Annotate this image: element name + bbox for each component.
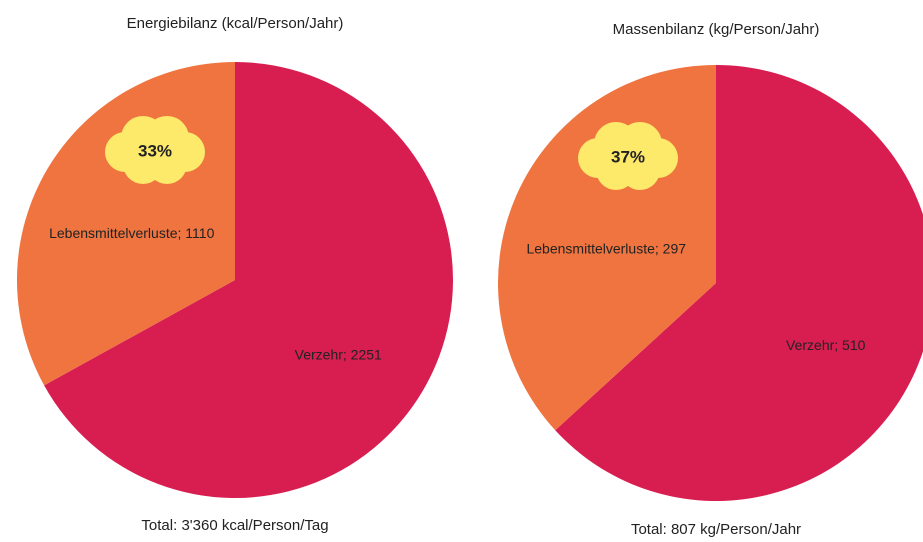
pie-slice — [44, 62, 454, 498]
slice-label: Verzehr; 510 — [786, 337, 866, 353]
pie-slice — [555, 65, 923, 501]
cloud — [105, 116, 205, 184]
chart-footer: Total: 807 kg/Person/Jahr — [631, 521, 801, 538]
chart-title: Energiebilanz (kcal/Person/Jahr) — [127, 15, 344, 32]
cloud-puff — [604, 134, 652, 182]
chart-title: Massenbilanz (kg/Person/Jahr) — [613, 21, 820, 38]
slice-label: Verzehr; 2251 — [295, 347, 382, 363]
slice-label: Lebensmittelverluste; 297 — [526, 240, 686, 256]
chart-footer: Total: 3'360 kcal/Person/Tag — [141, 517, 328, 534]
cloud-label: 33% — [138, 141, 172, 160]
cloud-puff — [131, 128, 179, 176]
slice-label: Lebensmittelverluste; 1110 — [49, 225, 214, 241]
cloud — [578, 122, 678, 190]
cloud-label: 37% — [611, 147, 645, 166]
